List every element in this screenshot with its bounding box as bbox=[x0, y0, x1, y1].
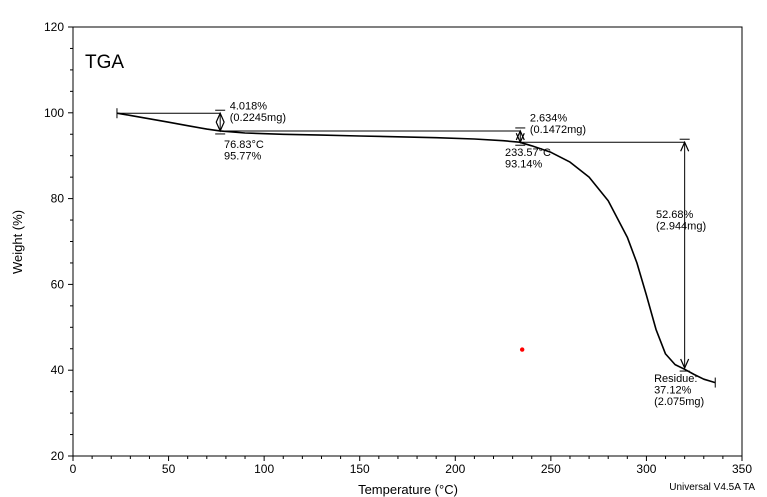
y-tick-label: 80 bbox=[51, 192, 65, 206]
x-tick-label: 300 bbox=[636, 462, 656, 476]
y-tick-label: 60 bbox=[51, 277, 65, 291]
annotation-text: (0.1472mg) bbox=[530, 124, 586, 136]
annotation-text: 95.77% bbox=[224, 150, 262, 162]
annotation-text: 52.68% bbox=[656, 209, 694, 221]
annotation-text: (0.2245mg) bbox=[230, 112, 286, 124]
x-tick-label: 200 bbox=[445, 462, 465, 476]
panel-label: TGA bbox=[85, 52, 124, 73]
red-point-marker bbox=[519, 347, 525, 352]
annotation-text: 2.634% bbox=[530, 112, 568, 124]
annotation-text: (2.944mg) bbox=[656, 220, 706, 232]
step-brackets bbox=[116, 109, 690, 372]
x-axis-ticks: 0 50 100 150 200 250 300 350 bbox=[70, 456, 752, 476]
annotation-text: 37.12% bbox=[654, 384, 692, 396]
annotation-text: 4.018% bbox=[230, 100, 268, 112]
x-tick-label: 250 bbox=[541, 462, 561, 476]
x-tick-label: 150 bbox=[350, 462, 370, 476]
annotations: 4.018%(0.2245mg) 76.83°C95.77% 2.634%(0.14… bbox=[224, 100, 706, 407]
step-arrow-head-up bbox=[680, 140, 690, 152]
x-tick-label: 350 bbox=[732, 462, 752, 476]
step-arrow-head-down bbox=[680, 358, 690, 370]
software-footer: Universal V4.5A TA bbox=[669, 482, 755, 493]
y-axis-ticks: 20 40 60 80 100 120 bbox=[44, 20, 73, 463]
y-tick-label: 120 bbox=[44, 20, 64, 34]
y-tick-label: 40 bbox=[51, 363, 65, 377]
x-tick-label: 0 bbox=[70, 462, 77, 476]
x-tick-label: 100 bbox=[254, 462, 274, 476]
annotation-text: (2.075mg) bbox=[654, 396, 704, 408]
series-group bbox=[116, 108, 716, 388]
y-tick-label: 100 bbox=[44, 106, 64, 120]
point-markers bbox=[519, 347, 525, 352]
annotation-text: 233.57°C bbox=[505, 147, 551, 159]
annotation-text: 76.83°C bbox=[224, 139, 264, 151]
y-axis-title: Weight (%) bbox=[10, 210, 25, 274]
step-arrow-head-up bbox=[215, 111, 225, 123]
x-tick-label: 50 bbox=[162, 462, 176, 476]
annotation-text: Residue: bbox=[654, 373, 697, 385]
y-tick-label: 20 bbox=[51, 449, 65, 463]
plot-area-frame bbox=[72, 26, 743, 457]
x-axis-title: Temperature (°C) bbox=[358, 482, 458, 497]
annotation-text: 93.14% bbox=[505, 159, 543, 171]
weight-curve bbox=[116, 112, 716, 384]
